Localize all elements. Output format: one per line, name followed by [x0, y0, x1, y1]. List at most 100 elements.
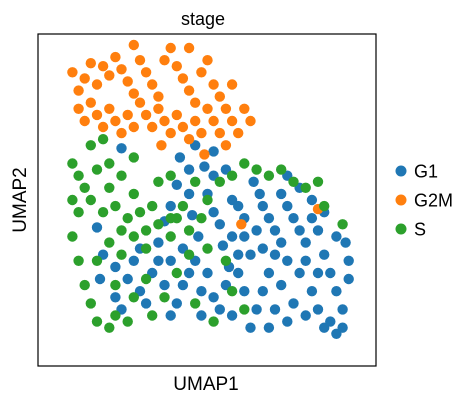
- point-g1-81: [294, 267, 305, 279]
- point-s-38: [165, 170, 176, 181]
- point-g1-31: [312, 225, 324, 236]
- chart-title: stage: [181, 9, 225, 29]
- point-s-10: [122, 316, 133, 327]
- point-g2m-24: [214, 91, 225, 102]
- point-g1-91: [343, 255, 354, 266]
- point-g1-83: [269, 304, 281, 315]
- point-g2m-18: [177, 73, 189, 84]
- point-g2m-7: [110, 51, 121, 63]
- point-g1-38: [331, 231, 342, 242]
- point-g1-71: [263, 322, 275, 333]
- point-s-34: [165, 231, 176, 242]
- point-g2m-56: [239, 103, 250, 115]
- point-s-23: [116, 170, 127, 181]
- point-g2m-36: [122, 109, 133, 121]
- point-g2m-13: [147, 79, 158, 90]
- point-s-26: [97, 134, 109, 145]
- point-s-19: [140, 225, 152, 236]
- point-g1-13: [214, 219, 225, 230]
- legend-marker-g2m: [395, 194, 407, 206]
- point-g1-72: [282, 316, 293, 327]
- point-g1-14: [217, 240, 229, 251]
- point-s-63: [165, 213, 176, 224]
- point-s-0: [67, 158, 78, 169]
- point-g1-82: [276, 279, 287, 291]
- point-s-33: [153, 219, 164, 230]
- point-g1-98: [282, 255, 293, 266]
- point-g2m-10: [128, 88, 139, 99]
- point-s-7: [91, 316, 103, 327]
- point-s-29: [104, 237, 115, 248]
- point-g2m-29: [79, 115, 90, 127]
- point-g2m-22: [202, 55, 213, 66]
- point-s-50: [319, 200, 330, 212]
- point-g2m-59: [199, 149, 210, 160]
- point-g1-26: [282, 200, 293, 212]
- point-g1-75: [306, 286, 318, 297]
- point-g1-103: [199, 161, 210, 172]
- legend-marker-s: [395, 223, 407, 235]
- point-s-44: [251, 164, 262, 175]
- point-g2m-58: [156, 140, 167, 151]
- point-g2m-2: [79, 73, 90, 84]
- point-g1-36: [343, 273, 354, 285]
- point-g2m-26: [226, 115, 238, 127]
- point-g1-45: [257, 286, 268, 297]
- point-s-5: [79, 279, 90, 291]
- point-s-52: [226, 286, 238, 297]
- point-g2m-14: [153, 91, 164, 102]
- point-g1-50: [214, 304, 225, 315]
- point-s-25: [85, 140, 97, 151]
- point-g1-58: [165, 310, 176, 321]
- legend-label-g2m: G2M: [414, 191, 453, 211]
- legend-label-g1: G1: [414, 162, 438, 182]
- point-g2m-5: [97, 60, 109, 72]
- point-g1-56: [177, 279, 189, 291]
- point-s-47: [288, 176, 299, 187]
- point-g1-73: [288, 298, 299, 309]
- point-g2m-35: [116, 127, 127, 139]
- point-g2m-20: [190, 97, 201, 108]
- point-g1-24: [269, 225, 281, 236]
- point-g2m-32: [97, 121, 109, 133]
- point-g1-67: [110, 292, 121, 303]
- point-s-18: [134, 207, 146, 218]
- point-g1-35: [337, 304, 348, 315]
- point-g1-17: [233, 200, 244, 212]
- point-s-30: [116, 249, 127, 260]
- point-s-14: [110, 200, 121, 212]
- point-g1-20: [248, 176, 259, 187]
- point-g2m-38: [134, 97, 146, 108]
- point-s-51: [337, 219, 348, 230]
- point-s-61: [128, 292, 139, 303]
- point-g1-60: [153, 255, 164, 266]
- point-s-16: [122, 213, 133, 224]
- point-g1-93: [165, 255, 176, 266]
- point-g1-51: [208, 292, 219, 303]
- point-g2m-9: [122, 76, 133, 87]
- point-g2m-33: [104, 103, 115, 115]
- point-s-62: [147, 310, 158, 321]
- point-g2m-3: [85, 58, 97, 69]
- point-g2m-15: [159, 55, 170, 66]
- point-g1-8: [183, 188, 195, 200]
- point-s-24: [128, 152, 139, 163]
- point-s-21: [153, 176, 164, 187]
- point-g1-95: [208, 146, 219, 157]
- point-s-6: [85, 298, 97, 309]
- point-g1-55: [183, 267, 195, 279]
- point-g1-46: [251, 304, 262, 315]
- point-g1-33: [325, 267, 336, 279]
- point-s-28: [73, 170, 84, 181]
- point-g1-74: [300, 310, 311, 321]
- legend: G1 G2M S: [395, 162, 453, 240]
- point-g1-30: [306, 213, 318, 224]
- point-s-32: [140, 243, 152, 254]
- point-g1-68: [196, 310, 207, 321]
- point-g2m-0: [67, 67, 78, 78]
- plot-frame: [37, 33, 377, 367]
- point-s-67: [190, 298, 201, 309]
- point-s-11: [85, 194, 97, 206]
- point-s-59: [159, 292, 170, 303]
- point-g2m-55: [128, 39, 139, 51]
